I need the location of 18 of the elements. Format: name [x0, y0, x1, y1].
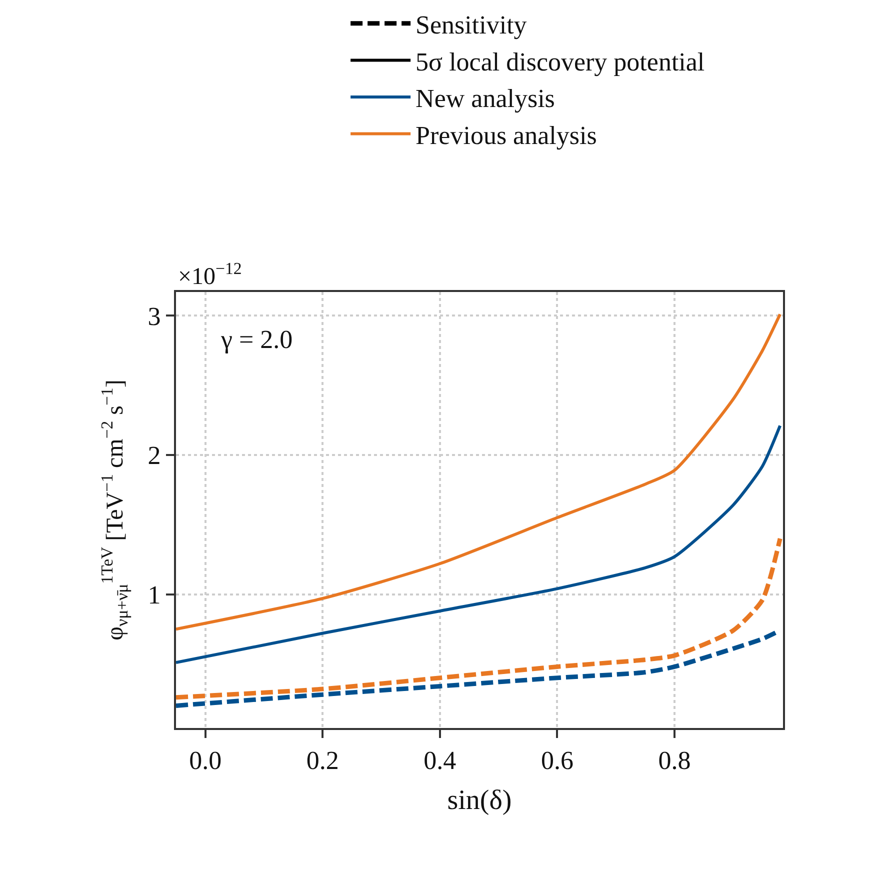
x-axis-title: sin(δ): [447, 784, 512, 816]
legend-label: Sensitivity: [416, 10, 527, 40]
line-series: [176, 424, 782, 664]
y-tick-label: 3: [148, 302, 161, 331]
legend-label: New analysis: [416, 84, 555, 114]
y-tick-label: 2: [148, 441, 161, 470]
x-tick-label: 0.2: [306, 746, 339, 776]
text: ×10$^{−12}$: [178, 259, 242, 290]
annotation: γ = 2.0: [220, 325, 293, 354]
legend-label: 5σ local discovery potential: [416, 47, 705, 76]
line-series: [176, 312, 782, 631]
line-series: [176, 536, 782, 700]
x-tick-label: 0.8: [658, 746, 691, 776]
y-tick-label: 1: [148, 580, 161, 610]
legend-label: Previous analysis: [416, 120, 597, 150]
x-tick-label: 0.0: [189, 746, 222, 776]
x-tick-label: 0.4: [424, 746, 456, 776]
x-tick-label: 0.6: [540, 746, 574, 776]
